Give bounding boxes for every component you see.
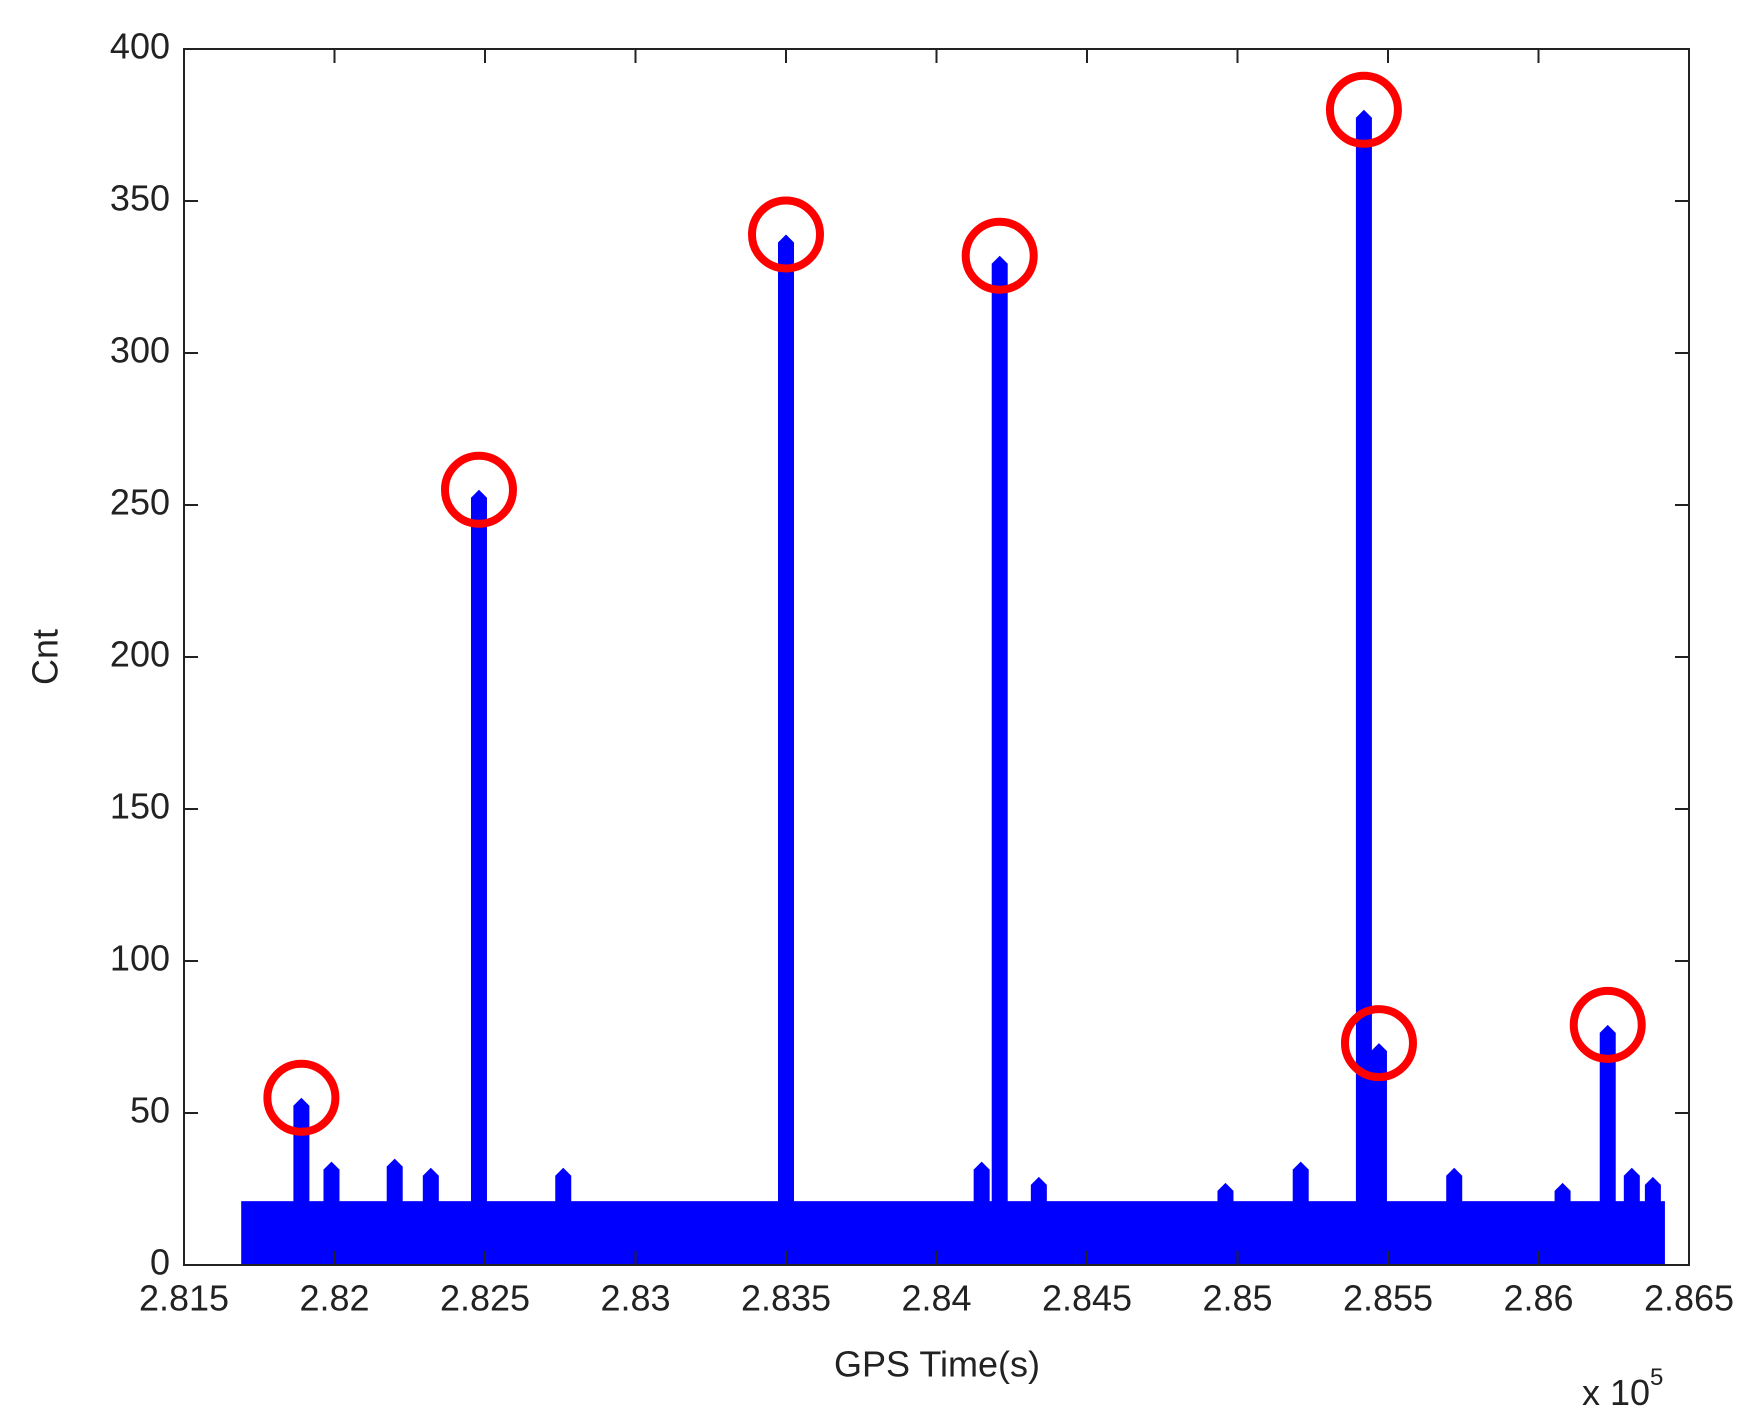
x-tick-label: 2.835 [741, 1278, 831, 1319]
x-tick-label: 2.85 [1202, 1278, 1272, 1319]
x-tick-label: 2.855 [1343, 1278, 1433, 1319]
x-multiplier-exponent: 5 [1650, 1364, 1663, 1391]
x-tick-label: 2.86 [1503, 1278, 1573, 1319]
x-tick-label: 2.82 [299, 1278, 369, 1319]
y-tick-label: 400 [110, 26, 170, 67]
spike [555, 1167, 572, 1265]
highlight-circle [1569, 986, 1646, 1063]
x-tick-label: 2.865 [1644, 1278, 1734, 1319]
spike [1292, 1161, 1309, 1265]
highlight-circle [440, 451, 517, 528]
highlight-circle [748, 196, 824, 273]
spike [973, 1161, 990, 1265]
x-multiplier-base: x 10 [1582, 1372, 1650, 1413]
highlight-circle [1340, 1005, 1417, 1082]
y-tick-label: 300 [110, 330, 170, 371]
highlight-circle [1325, 71, 1402, 148]
x-multiplier: x 105 [1582, 1364, 1663, 1412]
x-tick-label: 2.845 [1042, 1278, 1132, 1319]
y-axis-label: Cnt [25, 629, 66, 685]
highlight-circle [961, 217, 1038, 294]
spike [991, 255, 1008, 1266]
x-tick-label: 2.83 [600, 1278, 670, 1319]
spike [1554, 1182, 1571, 1265]
highlight-circle [263, 1059, 340, 1136]
y-tick-label: 150 [110, 786, 170, 827]
spike [1030, 1176, 1047, 1265]
spike [386, 1158, 403, 1265]
spike [1644, 1176, 1661, 1265]
spike [1355, 109, 1372, 1265]
y-tick-label: 50 [130, 1090, 170, 1131]
spike [1217, 1182, 1234, 1265]
x-axis-label: GPS Time(s) [834, 1344, 1040, 1385]
plot-frame [183, 48, 1690, 1266]
x-tick-label: 2.825 [440, 1278, 530, 1319]
spike [1599, 1024, 1616, 1265]
spike [422, 1167, 439, 1265]
spike [1623, 1167, 1640, 1265]
spike [778, 234, 794, 1266]
y-tick-label: 100 [110, 938, 170, 979]
spike [470, 489, 487, 1265]
spike [323, 1161, 340, 1265]
y-tick-label: 250 [110, 482, 170, 523]
x-tick-label: 2.84 [901, 1278, 971, 1319]
x-tick-label: 2.815 [139, 1278, 229, 1319]
spike [1370, 1043, 1387, 1265]
y-tick-label: 200 [110, 634, 170, 675]
spike [1446, 1167, 1463, 1265]
spike [293, 1097, 310, 1265]
y-tick-label: 0 [150, 1242, 170, 1283]
y-tick-label: 350 [110, 178, 170, 219]
